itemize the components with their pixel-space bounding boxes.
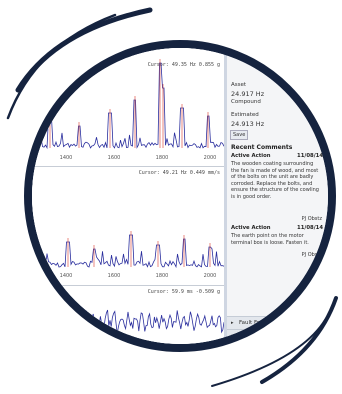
spectrum-trace	[32, 59, 224, 150]
screenshot-disc: Cursor: 49.35 Hz 0.855 g 1400 1600 1800 …	[24, 40, 336, 352]
comment-author: PJ Obstz	[301, 252, 322, 258]
plot-stack: Cursor: 49.35 Hz 0.855 g 1400 1600 1800 …	[32, 48, 224, 344]
x-tick: 1600	[107, 155, 121, 161]
asset-sub: Compound	[231, 99, 261, 105]
x-ticks: 1400 1600 1800 2000	[32, 273, 224, 281]
info-panel: Asset 24.917 Hz Compound Estimated 24.91…	[227, 48, 328, 344]
comment-type: Active Action	[231, 153, 271, 159]
x-ticks: 1400 1600 1800 2000	[32, 155, 224, 163]
splitter[interactable]	[224, 48, 227, 344]
estimated-label: Estimated	[231, 112, 259, 118]
spectrum-plot-2[interactable]: Cursor: 49.21 Hz 0.449 mm/s 1400 1600 18…	[32, 167, 224, 286]
analysis-app: Cursor: 49.35 Hz 0.855 g 1400 1600 1800 …	[32, 48, 328, 344]
accordion-label: Acc...	[239, 333, 254, 339]
comment-date: 11/08/14	[297, 153, 323, 159]
comment-date: 11/08/14	[297, 225, 323, 231]
accordion-fault-frequencies[interactable]: ▸ Fault Frequencies	[227, 316, 328, 329]
x-tick: 1800	[155, 155, 169, 161]
x-tick: 2000	[203, 155, 217, 161]
spectrum-plot-1[interactable]: Cursor: 49.35 Hz 0.855 g 1400 1600 1800 …	[32, 48, 224, 167]
accordion-label: Fault Frequencies	[239, 320, 287, 326]
x-tick: 1600	[107, 273, 121, 279]
save-button[interactable]: Save	[230, 130, 249, 140]
asset-label: Asset	[231, 82, 247, 88]
comment-header: Active Action 11/08/14	[231, 153, 323, 159]
recent-comments-title: Recent Comments	[231, 144, 293, 151]
cursor-readout: Cursor: 59.9 ms -0.509 g	[147, 289, 220, 295]
chevron-right-icon: ▸	[231, 320, 234, 326]
x-tick: 1800	[155, 273, 169, 279]
comment-text: The wooden coating surrounding the fan i…	[231, 161, 319, 200]
accordion-second[interactable]: ▸ Acc...	[227, 329, 328, 342]
comment-text: The earth point on the motor terminal bo…	[231, 233, 309, 246]
comment-author: PJ Obstz	[301, 216, 322, 222]
waveform-plot[interactable]: Cursor: 59.9 ms -0.509 g	[32, 286, 224, 344]
spectrum-trace	[32, 231, 224, 269]
x-tick: 1400	[59, 155, 73, 161]
waveform-trace	[32, 309, 224, 334]
cursor-readout: Cursor: 49.35 Hz 0.855 g	[147, 62, 220, 68]
x-tick: 1400	[59, 273, 73, 279]
chevron-right-icon: ▸	[231, 333, 234, 339]
estimated-value: 24.913 Hz	[231, 120, 265, 128]
cursor-readout: Cursor: 49.21 Hz 0.449 mm/s	[138, 170, 220, 176]
asset-value: 24.917 Hz	[231, 90, 265, 98]
comment-type: Active Action	[231, 225, 271, 231]
comment-header: Active Action 11/08/14	[231, 225, 323, 231]
x-tick: 2000	[203, 273, 217, 279]
